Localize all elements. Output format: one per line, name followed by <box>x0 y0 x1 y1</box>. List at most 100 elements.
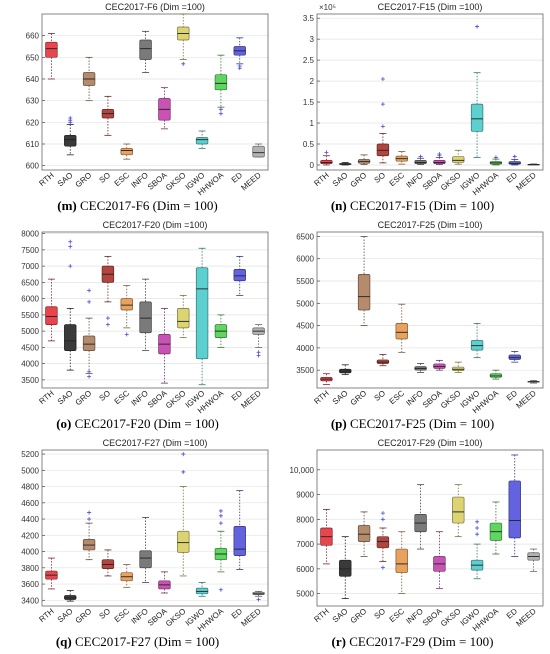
x-tick-label: ESC <box>388 170 407 188</box>
y-tick-label: 600 <box>26 162 40 171</box>
chart-f20: CEC2017-F20 (Dim =100) 3500 4000 4500 5000 55… <box>21 220 269 415</box>
x-tick-label: RTH <box>312 388 330 406</box>
caption-text: CEC2017-F20 (Dim = 100) <box>74 416 219 431</box>
y-tick-label: 3.5 <box>303 14 315 23</box>
chart-f29: CEC2017-F29 (Dim =100) 5000 6000 7000 8000 90… <box>290 438 544 633</box>
x-tick-label: SO <box>373 389 388 403</box>
x-tick-label: RTH <box>37 170 55 188</box>
y-tick-label: 8000 <box>21 230 39 239</box>
outlier-point <box>218 508 223 513</box>
outlier-point <box>181 61 186 66</box>
caption-text: CEC2017-F25 (Dim = 100) <box>349 416 495 431</box>
box-rth <box>45 306 58 325</box>
chart-title: CEC2017-F27 (Dim =100) <box>103 438 208 448</box>
caption-text: CEC2017-F29 (Dim = 100) <box>349 634 494 649</box>
x-tick-label: SO <box>98 389 113 403</box>
x-tick-label: GRO <box>74 389 94 408</box>
chart-f25: CEC2017-F25 (Dim =100) 3500 4000 4500 5000 55… <box>296 220 544 415</box>
y-tick-label: 4000 <box>21 548 39 557</box>
box-sao <box>339 559 352 577</box>
box-igwo <box>195 267 209 360</box>
x-tick-label: SAO <box>331 607 350 625</box>
box-gro <box>357 273 371 311</box>
panel-f29: CEC2017-F29 (Dim =100) 5000 6000 7000 8000 90… <box>275 436 550 654</box>
x-tick-label: ESC <box>113 170 132 188</box>
y-tick-label: 660 <box>26 32 40 41</box>
chart-f6: CEC2017-F6 (Dim =100) 600 610 620 630 640 650 6… <box>26 2 269 197</box>
y-tick-label: 3500 <box>296 366 314 375</box>
panel-f25: CEC2017-F25 (Dim =100) 3500 4000 4500 5000 55… <box>275 218 550 436</box>
x-tick-label: GRO <box>349 607 369 626</box>
box-meed <box>252 145 265 158</box>
x-tick-label: MEED <box>514 389 538 411</box>
caption-text: CEC2017-F27 (Dim = 100) <box>74 634 220 649</box>
x-tick-label: ESC <box>113 388 132 406</box>
x-tick-label: RTH <box>312 170 330 188</box>
y-exponent-label: ×10⁵ <box>319 3 336 12</box>
outlier-point <box>105 322 110 327</box>
outlier-point <box>380 565 385 570</box>
chart-title: CEC2017-F20 (Dim =100) <box>103 220 208 230</box>
x-tick-label: GKSO <box>164 171 187 193</box>
y-tick-label: 4400 <box>21 515 39 524</box>
y-tick-label: 7500 <box>21 246 39 255</box>
x-tick-label: SAO <box>56 389 75 407</box>
chart-title: CEC2017-F15 (Dim =100) <box>378 2 483 12</box>
y-tick-label: 6500 <box>296 232 314 241</box>
box-sao <box>64 134 77 147</box>
y-tick-label: 620 <box>26 118 40 127</box>
x-tick-label: GKSO <box>164 389 187 411</box>
outlier-point <box>418 154 423 159</box>
box-esc <box>395 548 408 573</box>
x-tick-label: SO <box>98 607 113 621</box>
outlier-point <box>256 597 261 602</box>
box-info <box>139 39 152 60</box>
x-tick-label: GRO <box>349 171 369 190</box>
x-tick-label: SAO <box>56 607 75 625</box>
chart-title: CEC2017-F25 (Dim =100) <box>378 220 483 230</box>
y-tick-label: 4500 <box>296 322 314 331</box>
y-tick-label: 2 <box>310 77 315 86</box>
x-tick-label: SAO <box>331 171 350 189</box>
y-tick-label: 650 <box>26 53 40 62</box>
x-tick-label: SAO <box>56 171 75 189</box>
outlier-point <box>87 510 92 515</box>
outlier-point <box>475 24 480 29</box>
box-esc <box>395 323 408 340</box>
y-tick-label: 610 <box>26 140 40 149</box>
x-tick-label: MEED <box>514 607 538 629</box>
caption-f6: (m) CEC2017-F6 (Dim = 100) <box>0 198 275 214</box>
outlier-point <box>380 517 385 522</box>
caption-letter: (m) <box>57 198 77 213</box>
box-gkso <box>177 530 190 553</box>
y-tick-label: 6000 <box>296 565 314 574</box>
y-tick-label: 7000 <box>21 262 39 271</box>
y-tick-label: 3400 <box>21 596 39 605</box>
chart-f15: CEC2017-F15 (Dim =100) ×10⁵ 0 0.5 1 1.5 2 2.5 3 3… <box>303 2 544 197</box>
caption-f29: (r) CEC2017-F29 (Dim = 100) <box>275 634 550 650</box>
box-rth <box>45 41 58 58</box>
y-tick-label: 6000 <box>296 255 314 264</box>
outlier-point <box>87 299 92 304</box>
y-tick-label: 3800 <box>21 564 39 573</box>
panel-f15: CEC2017-F15 (Dim =100) ×10⁵ 0 0.5 1 1.5 2 2.5 3 3… <box>275 0 550 218</box>
plot-frame <box>41 13 269 171</box>
x-tick-label: RTH <box>37 606 55 624</box>
y-tick-label: 4200 <box>21 531 39 540</box>
caption-f15: (n) CEC2017-F15 (Dim = 100) <box>275 198 550 214</box>
panel-f27: CEC2017-F27 (Dim =100) 3400 3600 3800 4000 42… <box>0 436 275 654</box>
caption-letter: (p) <box>330 416 347 431</box>
plot-frame <box>316 449 544 607</box>
x-tick-label: GKSO <box>439 171 462 193</box>
box-gkso <box>452 156 465 163</box>
box-esc <box>120 147 133 156</box>
plot-frame <box>41 449 269 607</box>
y-tick-label: 4800 <box>21 483 39 492</box>
y-tick-label: 5000 <box>21 327 39 336</box>
caption-letter: (q) <box>55 634 72 649</box>
outlier-point <box>87 374 92 379</box>
outlier-point <box>68 239 73 244</box>
box-igwo <box>195 137 209 145</box>
box-so <box>376 536 390 549</box>
y-tick-label: 1.5 <box>303 98 315 107</box>
